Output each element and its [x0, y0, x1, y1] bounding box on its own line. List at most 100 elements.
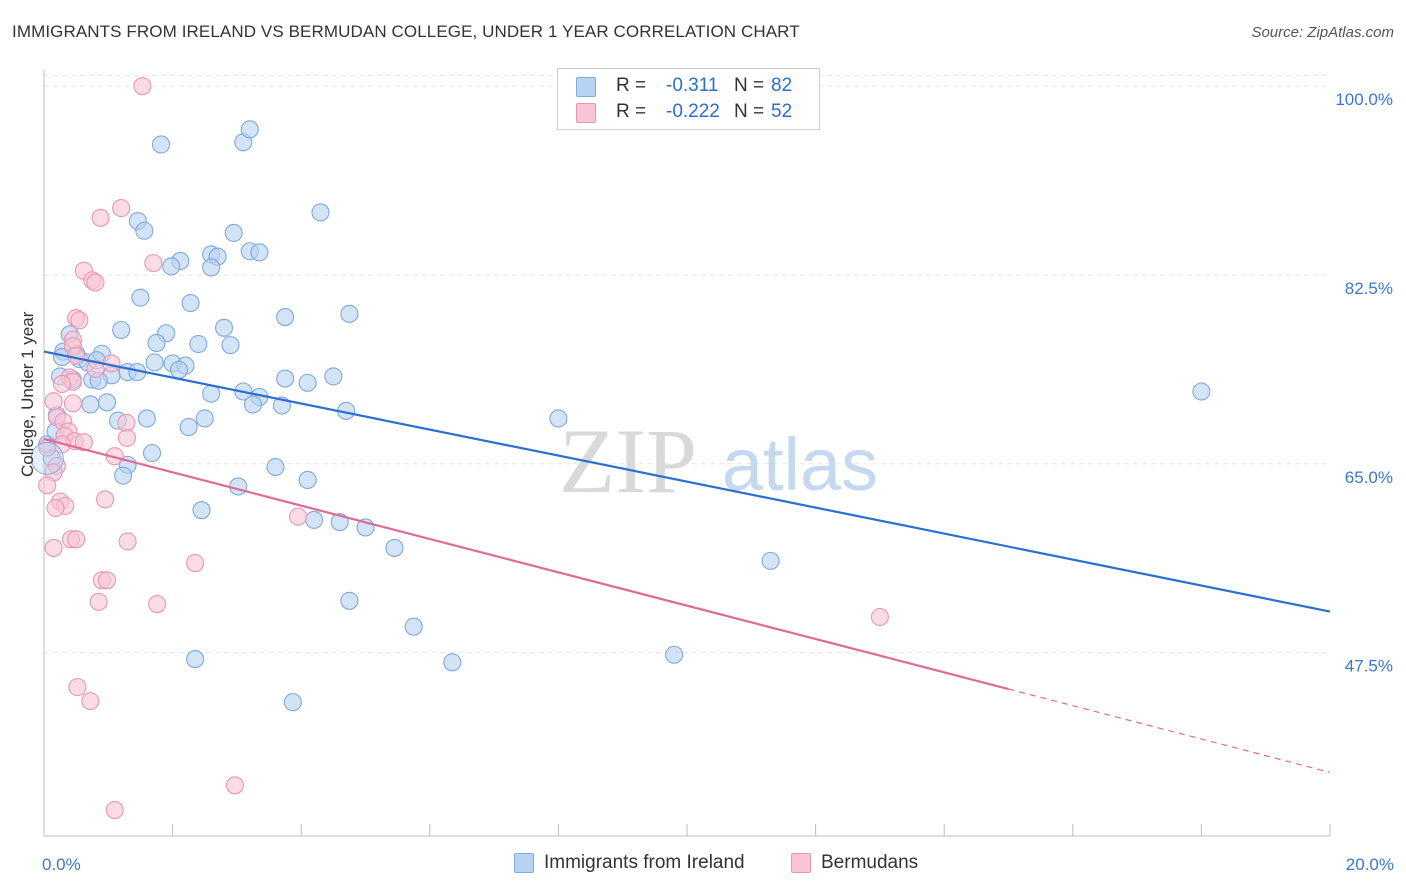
legend-r-value: -0.222 [666, 101, 720, 122]
legend-n-value: 52 [771, 101, 793, 122]
trend-line-bermudans [43, 437, 1009, 691]
ireland-point [298, 470, 317, 490]
bermudan-point [68, 678, 87, 697]
bermudan-point [74, 433, 93, 452]
bermudan-point [225, 776, 245, 795]
bermudan-point [63, 394, 82, 413]
ireland-point [214, 318, 234, 337]
ireland-point [97, 393, 117, 412]
y-tick-label: 100.0% [1335, 90, 1393, 109]
bermudan-point [118, 532, 137, 551]
ireland-point [324, 367, 343, 386]
x-tick-label: 0.0% [42, 855, 81, 874]
y-tick-label: 82.5% [1345, 279, 1393, 298]
trend-line-ireland [43, 350, 1331, 613]
ireland-point [147, 333, 166, 353]
bermudan-point [112, 199, 131, 218]
ireland-point [112, 320, 131, 340]
ireland-point [340, 304, 359, 323]
watermark: ZIP atlas [559, 410, 878, 512]
ireland-point [549, 409, 568, 428]
ireland-point [192, 501, 211, 520]
watermark-atlas: atlas [722, 423, 878, 506]
bermudan-point [70, 311, 89, 330]
ireland-point [276, 308, 295, 327]
ireland-point [298, 373, 317, 392]
ireland-point [186, 650, 205, 669]
bermudan-point [97, 571, 117, 590]
bermudan-point [44, 538, 63, 557]
ireland-point [151, 135, 171, 154]
bermudan-point [86, 273, 105, 292]
legend-n-value: 82 [771, 75, 793, 96]
ireland-point [665, 645, 684, 664]
ireland-point [221, 336, 240, 355]
ireland-point [189, 334, 208, 354]
bottom-legend-swatch-bermudans [791, 853, 811, 873]
ireland-point [250, 243, 269, 262]
legend-swatch-bermudans [576, 103, 596, 123]
bermudan-point [52, 374, 72, 394]
legend-n-label: N = [734, 101, 765, 122]
ireland-point [311, 203, 330, 222]
y-axis-label: College, Under 1 year [18, 311, 37, 477]
ireland-point [137, 409, 156, 428]
chart-title: IMMIGRANTS FROM IRELAND VS BERMUDAN COLL… [12, 22, 800, 41]
ireland-point [81, 395, 100, 414]
legend-r-label: R = [616, 75, 647, 96]
ireland-point [131, 288, 150, 307]
ireland-point [169, 360, 189, 379]
y-tick-label: 47.5% [1345, 657, 1393, 676]
bermudan-point [96, 490, 115, 509]
ireland-point [202, 258, 221, 277]
ireland-point [385, 538, 404, 557]
ireland-point [195, 409, 214, 428]
bottom-legend-label-bermudans: Bermudans [821, 852, 919, 873]
ireland-point [243, 395, 263, 414]
legend-r-value: -0.311 [666, 75, 719, 96]
bermudan-point [288, 507, 308, 526]
bermudan-point [81, 692, 100, 711]
bermudan-point [870, 607, 889, 627]
bermudan-point [105, 801, 124, 820]
ireland-point [240, 120, 259, 139]
bermudan-point [86, 359, 105, 378]
legend-n-label: N = [734, 75, 765, 96]
ireland-point [443, 653, 462, 672]
ireland-point [276, 369, 295, 388]
ireland-point [305, 510, 324, 529]
bermudan-point [46, 498, 65, 518]
bermudan-point [44, 392, 63, 411]
ireland-point [224, 223, 243, 242]
bermudan-point [117, 428, 136, 447]
trend-lines [43, 350, 1331, 773]
ireland-point [229, 477, 248, 496]
ireland-point [179, 418, 198, 437]
ireland-point [135, 221, 154, 240]
ireland-point [145, 353, 164, 372]
bermudan-point [91, 208, 110, 227]
bermudan-point [38, 476, 57, 495]
ireland-point [114, 466, 133, 485]
ireland-point [1192, 382, 1211, 401]
bermudan-point [144, 254, 163, 273]
chart-source: Source: ZipAtlas.com [1251, 24, 1394, 41]
ireland-point [340, 591, 359, 610]
ireland-point [404, 617, 423, 636]
ireland-point-large [30, 441, 64, 475]
grid-lines [44, 74, 1330, 654]
tick-labels: 47.5% 65.0% 82.5% 100.0% 0.0% 20.0% [42, 90, 1394, 874]
bermudan-point [67, 530, 86, 549]
bottom-legend-swatch-ireland [514, 853, 534, 873]
bermudan-point [148, 594, 167, 614]
ireland-point [266, 457, 285, 477]
bermudan-point [186, 553, 205, 573]
bermudan-point [133, 77, 152, 96]
ireland-point [181, 293, 200, 313]
correlation-legend: R = -0.311 N = 82 R = -0.222 N = 52 [557, 68, 820, 130]
ireland-point [142, 443, 162, 463]
ireland-point [283, 693, 302, 712]
legend-swatch-ireland [576, 77, 596, 97]
ireland-point [761, 551, 780, 570]
